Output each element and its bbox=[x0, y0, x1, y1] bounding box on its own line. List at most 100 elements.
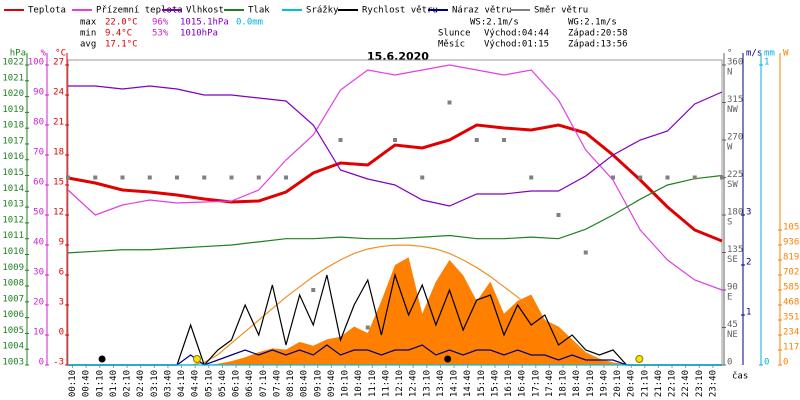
y-tick-label: 12 bbox=[53, 208, 64, 218]
x-tick-label: 22:10 bbox=[668, 370, 678, 397]
y-tick-label: 24 bbox=[53, 88, 64, 98]
y-tick-label: 0 bbox=[59, 328, 64, 338]
legend-label: Teplota bbox=[28, 6, 66, 16]
y-tick-label: 2 bbox=[746, 258, 751, 268]
compass-label: W bbox=[727, 143, 733, 153]
x-tick-label: 23:10 bbox=[695, 370, 705, 397]
stat-label: max bbox=[80, 18, 97, 28]
direction-dot bbox=[202, 175, 207, 180]
x-tick-label: 09:10 bbox=[313, 370, 323, 397]
x-tick-label: 13:40 bbox=[436, 370, 446, 397]
direction-dot bbox=[447, 100, 452, 105]
direction-dot bbox=[692, 175, 697, 180]
direction-dot bbox=[66, 175, 70, 180]
x-tick-label: 01:10 bbox=[95, 370, 105, 397]
y-tick-label: 1014 bbox=[2, 184, 24, 194]
x-tick-label: 21:10 bbox=[640, 370, 650, 397]
x-tick-label: 13:10 bbox=[422, 370, 432, 397]
x-tick-label: 05:10 bbox=[204, 370, 214, 397]
y-tick-label: 315 bbox=[727, 95, 743, 105]
x-tick-label: 03:40 bbox=[163, 370, 173, 397]
direction-dot bbox=[284, 175, 288, 180]
stat-temp: 22.0°C bbox=[105, 18, 138, 28]
legend-label: Náraz větru bbox=[452, 6, 512, 16]
compass-label: N bbox=[727, 68, 732, 78]
x-tick-label: 08:40 bbox=[300, 370, 310, 397]
y-tick-label: 9 bbox=[59, 238, 64, 248]
y-tick-label: 225 bbox=[727, 170, 743, 180]
y-tick-label: 585 bbox=[783, 283, 799, 293]
y-tick-label: 1009 bbox=[2, 263, 24, 273]
x-tick-label: 11:40 bbox=[381, 370, 391, 397]
chart-title: 15.6.2020 bbox=[367, 50, 429, 63]
sun-marker bbox=[192, 355, 201, 363]
x-tick-label: 03:10 bbox=[150, 370, 160, 397]
y-tick-label: 40 bbox=[33, 238, 44, 248]
y-tick-label: 1011 bbox=[2, 231, 24, 241]
radiation-area bbox=[68, 257, 722, 365]
y-tick-label: 1004 bbox=[2, 342, 24, 352]
stat-rain: 0.0mm bbox=[236, 18, 263, 28]
direction-dot bbox=[120, 175, 125, 180]
x-tick-label: 10:10 bbox=[341, 370, 351, 397]
y-tick-label: 15 bbox=[53, 178, 64, 188]
y-tick-label: 1053 bbox=[783, 223, 800, 233]
axis-unit: m/s bbox=[746, 49, 762, 59]
stat-humidity: 53% bbox=[152, 29, 169, 39]
x-tick-label: 14:40 bbox=[463, 370, 473, 397]
y-tick-label: 1018 bbox=[2, 121, 24, 131]
x-tick-label: 18:40 bbox=[572, 370, 582, 397]
legend-label: Směr větru bbox=[534, 6, 588, 16]
direction-dot bbox=[93, 175, 98, 180]
direction-dot bbox=[175, 175, 179, 180]
x-tick-label: 12:10 bbox=[395, 370, 405, 397]
y-tick-label: 30 bbox=[33, 268, 44, 278]
x-tick-label: 20:10 bbox=[613, 370, 623, 397]
x-tick-label: 04:10 bbox=[177, 370, 187, 397]
legend-label: Tlak bbox=[248, 6, 270, 16]
x-tick-label: 22:40 bbox=[681, 370, 691, 397]
y-tick-label: 1021 bbox=[2, 73, 24, 83]
compass-label: SW bbox=[727, 180, 738, 190]
info-sun: Slunce bbox=[438, 29, 471, 39]
y-tick-label: 90 bbox=[727, 283, 738, 293]
stat-temp: 17.1°C bbox=[105, 40, 138, 50]
direction-dot bbox=[611, 175, 615, 180]
y-tick-label: 100 bbox=[28, 58, 44, 68]
stat-temp: 9.4°C bbox=[105, 29, 132, 39]
y-tick-label: 0 bbox=[783, 358, 788, 368]
compass-label: NE bbox=[727, 330, 738, 340]
x-tick-label: 15:40 bbox=[490, 370, 500, 397]
x-tick-label: 04:40 bbox=[191, 370, 201, 397]
x-tick-label: 08:10 bbox=[286, 370, 296, 397]
direction-dot bbox=[365, 325, 370, 330]
y-tick-label: 1003 bbox=[2, 358, 24, 368]
y-tick-label: 1016 bbox=[2, 152, 24, 162]
y-tick-label: 135 bbox=[727, 245, 743, 255]
x-tick-label: 07:10 bbox=[259, 370, 269, 397]
y-tick-label: 0 bbox=[727, 358, 732, 368]
stat-humidity: 96% bbox=[152, 18, 169, 28]
x-tick-label: 17:40 bbox=[545, 370, 555, 397]
axis-unit: ° bbox=[727, 49, 732, 59]
direction-dot bbox=[665, 175, 670, 180]
y-tick-label: 60 bbox=[33, 178, 44, 188]
x-axis-label: čas bbox=[732, 371, 748, 382]
direction-dot bbox=[311, 288, 316, 292]
series-line bbox=[67, 64, 723, 291]
legend-label: Rychlost větru bbox=[362, 6, 438, 16]
x-tick-label: 00:10 bbox=[68, 370, 78, 397]
axis-unit: °C bbox=[55, 49, 66, 59]
direction-dot bbox=[338, 138, 343, 142]
info-wg: WG:2.1m/s bbox=[568, 18, 617, 28]
stat-label: min bbox=[80, 29, 96, 39]
y-tick-label: 50 bbox=[33, 208, 44, 218]
x-tick-label: 23:40 bbox=[708, 370, 718, 397]
direction-dot bbox=[393, 138, 397, 142]
sun-marker bbox=[635, 355, 644, 363]
y-tick-label: 1007 bbox=[2, 294, 24, 304]
x-tick-label: 07:40 bbox=[272, 370, 282, 397]
series-line bbox=[68, 85, 723, 207]
legend-label: Vlhkost bbox=[186, 6, 224, 16]
